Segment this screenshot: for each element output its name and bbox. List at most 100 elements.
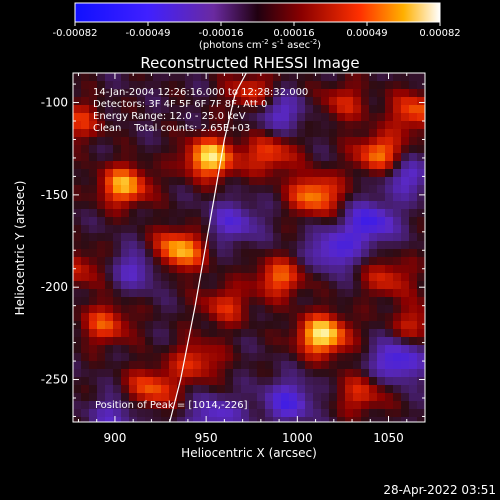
heatmap-cell (265, 185, 274, 194)
heatmap-cell (209, 369, 218, 378)
heatmap-cell (337, 409, 346, 418)
heatmap-cell (89, 249, 98, 258)
heatmap-cell (257, 249, 266, 258)
heatmap-cell (377, 217, 386, 226)
heatmap-cell (241, 321, 250, 330)
heatmap-cell (257, 305, 266, 314)
heatmap-cell (97, 401, 106, 410)
heatmap-cell (345, 265, 354, 274)
heatmap-cell (209, 169, 218, 178)
heatmap-cell (121, 377, 130, 386)
heatmap-cell (409, 377, 418, 386)
heatmap-cell (417, 89, 425, 98)
heatmap-cell (289, 297, 298, 306)
heatmap-cell (105, 113, 114, 122)
heatmap-cell (273, 385, 282, 394)
heatmap-cell (73, 233, 82, 242)
heatmap-cell (185, 297, 194, 306)
heatmap-cell (313, 209, 322, 218)
heatmap-cell (233, 89, 242, 98)
heatmap-cell (345, 329, 354, 338)
heatmap-cell (305, 193, 314, 202)
heatmap-cell (313, 217, 322, 226)
heatmap-cell (153, 281, 162, 290)
heatmap-cell (273, 257, 282, 266)
heatmap-cell (273, 161, 282, 170)
heatmap-cell (161, 321, 170, 330)
heatmap-cell (377, 345, 386, 354)
heatmap-cell (233, 361, 242, 370)
heatmap-cell (393, 385, 402, 394)
heatmap-cell (121, 225, 130, 234)
heatmap-cell (193, 161, 202, 170)
heatmap-cell (217, 337, 226, 346)
heatmap-cell (193, 105, 202, 114)
heatmap-cell (289, 353, 298, 362)
heatmap-cell (401, 345, 410, 354)
heatmap-cell (281, 361, 290, 370)
heatmap-cell (145, 89, 154, 98)
heatmap-cell (345, 145, 354, 154)
heatmap-cell (401, 281, 410, 290)
heatmap-cell (161, 265, 170, 274)
heatmap-cell (273, 89, 282, 98)
heatmap-cell (409, 401, 418, 410)
heatmap-cell (81, 297, 90, 306)
heatmap-cell (105, 121, 114, 130)
heatmap-cell (201, 417, 210, 422)
heatmap-cell (321, 233, 330, 242)
heatmap-cell (89, 201, 98, 210)
heatmap-cell (257, 161, 266, 170)
heatmap-cell (409, 105, 418, 114)
colorbar-unit: (photons cm-2 s-1 asec-2) (199, 38, 321, 51)
heatmap-cell (137, 209, 146, 218)
heatmap-cell (185, 137, 194, 146)
heatmap-cell (225, 417, 234, 422)
heatmap-cell (321, 361, 330, 370)
heatmap-cell (265, 233, 274, 242)
heatmap-cell (345, 89, 354, 98)
heatmap-cell (81, 185, 90, 194)
heatmap-cell (185, 337, 194, 346)
heatmap-cell (409, 161, 418, 170)
heatmap-cell (409, 321, 418, 330)
heatmap-cell (177, 273, 186, 282)
heatmap-cell (401, 289, 410, 298)
heatmap-cell (417, 369, 425, 378)
heatmap-cell (145, 121, 154, 130)
heatmap-cell (281, 193, 290, 202)
y-tick-label: -250 (41, 373, 68, 387)
heatmap-cell (129, 209, 138, 218)
heatmap-cell (345, 233, 354, 242)
heatmap-cell (113, 345, 122, 354)
heatmap-cell (217, 409, 226, 418)
heatmap-cell (161, 393, 170, 402)
heatmap-cell (385, 233, 394, 242)
heatmap-cell (209, 145, 218, 154)
heatmap-cell (249, 241, 258, 250)
heatmap-cell (401, 105, 410, 114)
heatmap-cell (369, 193, 378, 202)
heatmap-cell (241, 281, 250, 290)
heatmap-cell (249, 361, 258, 370)
heatmap-cell (185, 153, 194, 162)
heatmap-cell (337, 121, 346, 130)
heatmap-cell (121, 409, 130, 418)
heatmap-cell (313, 353, 322, 362)
heatmap-cell (361, 305, 370, 314)
heatmap-cell (105, 313, 114, 322)
heatmap-cell (393, 137, 402, 146)
heatmap-cell (337, 137, 346, 146)
heatmap-cell (297, 385, 306, 394)
heatmap-cell (409, 385, 418, 394)
heatmap-cell (313, 257, 322, 266)
heatmap-cell (97, 273, 106, 282)
heatmap-cell (393, 273, 402, 282)
heatmap-cell (241, 113, 250, 122)
heatmap-cell (193, 257, 202, 266)
heatmap-cell (409, 241, 418, 250)
heatmap-cell (393, 161, 402, 170)
heatmap-cell (233, 113, 242, 122)
heatmap-cell (201, 145, 210, 154)
heatmap-cell (361, 169, 370, 178)
